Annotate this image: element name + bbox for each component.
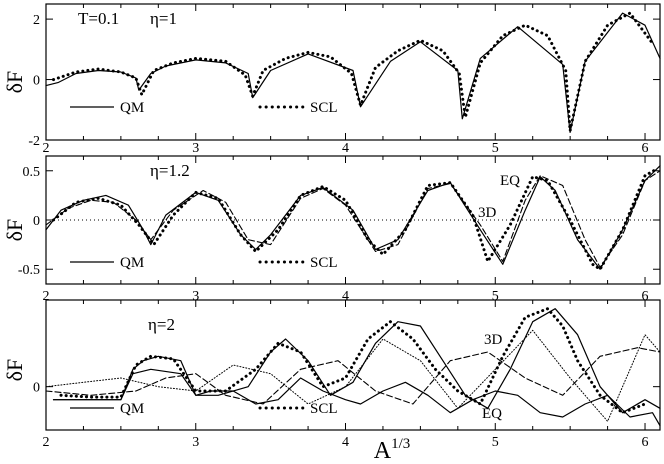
annotation: T=0.1	[78, 9, 119, 28]
annotation: 3D	[478, 205, 497, 221]
y-tick-label: -2	[28, 134, 40, 149]
legend-scl-label: SCL	[310, 255, 338, 271]
annotation: η=1	[150, 9, 177, 28]
x-tick-label: 3	[192, 141, 199, 156]
panel-bottom-frame	[45, 299, 661, 431]
annotation: 3D	[484, 332, 503, 348]
x-tick-label: 4	[342, 289, 349, 304]
x-tick-label: 5	[492, 435, 499, 450]
annotation: η=2	[148, 315, 175, 334]
x-tick-label: 4	[342, 141, 349, 156]
series-qm-upper-	[52, 308, 661, 414]
x-axis-label: A1/3	[374, 436, 411, 464]
series-3d	[45, 329, 661, 422]
series-eq	[45, 347, 661, 405]
x-tick-label: 2	[43, 141, 50, 156]
legend-qm-label: QM	[120, 255, 144, 271]
x-tick-label: 6	[642, 289, 649, 304]
annotation: EQ	[500, 173, 520, 189]
x-tick-label: 5	[492, 289, 499, 304]
x-tick-label: 2	[43, 435, 50, 450]
y-tick-label: 0.5	[23, 165, 41, 180]
y-tick-label: 0	[33, 74, 40, 89]
legend-qm-label: QM	[120, 401, 144, 417]
legend-scl-label: SCL	[310, 100, 338, 116]
x-tick-label: 6	[642, 141, 649, 156]
x-tick-label: 3	[192, 435, 199, 450]
series-scl	[59, 307, 647, 415]
y-axis-label: δF	[2, 219, 27, 242]
legend-qm-label: QM	[120, 100, 144, 116]
x-tick-label: 2	[43, 289, 50, 304]
panel-top-frame	[45, 3, 661, 141]
series-eq	[45, 170, 661, 268]
y-tick-label: 0	[33, 381, 40, 396]
y-tick-label: 0	[33, 214, 40, 229]
y-tick-label: 2	[33, 13, 40, 28]
series-scl	[52, 11, 654, 133]
y-axis-label: δF	[2, 71, 27, 94]
series-qm-lower-	[52, 368, 661, 427]
y-tick-label: -0.5	[18, 263, 40, 278]
legend-scl-label: SCL	[310, 401, 338, 417]
x-tick-label: 4	[342, 435, 349, 450]
x-tick-label: 5	[492, 141, 499, 156]
annotation: η=1.2	[150, 161, 190, 180]
y-axis-label: δF	[2, 359, 27, 382]
x-tick-label: 3	[192, 289, 199, 304]
annotation: EQ	[482, 406, 502, 422]
x-tick-label: 6	[642, 435, 649, 450]
